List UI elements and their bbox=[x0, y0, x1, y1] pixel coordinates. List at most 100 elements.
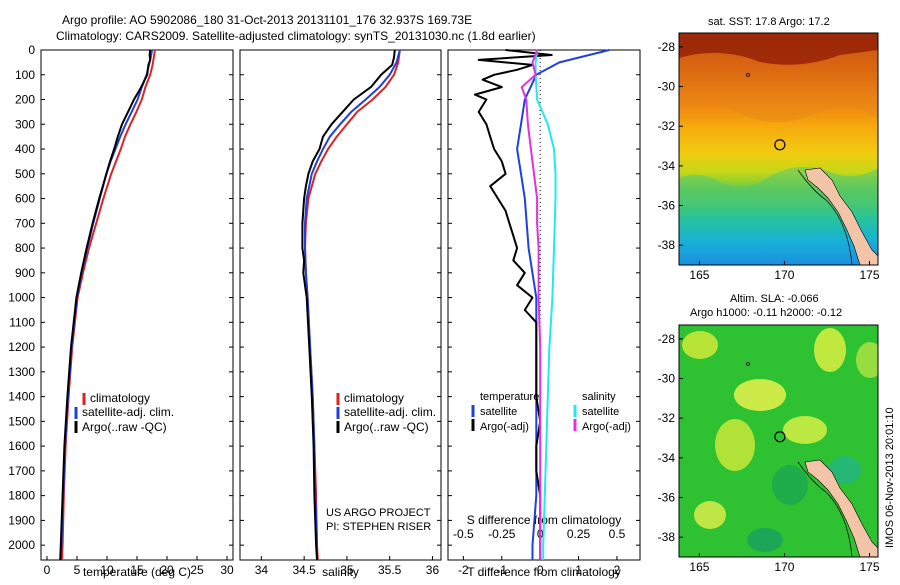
sst-map-panel: sat. SST: 17.8 Argo: 17.2 bbox=[678, 16, 879, 266]
x-tick-label: 0 bbox=[44, 563, 51, 577]
x-axis-label: salinity bbox=[322, 565, 359, 579]
map-y-tick-label: -34 bbox=[658, 159, 676, 173]
pi-annotation: PI: STEPHEN RISER bbox=[326, 521, 431, 533]
y-tick-label: 100 bbox=[15, 68, 35, 82]
x-tick-label: 25 bbox=[190, 563, 204, 577]
map-x-tick-label: 165 bbox=[689, 268, 709, 282]
series-line-argo bbox=[301, 49, 396, 561]
map-y-tick-label: -38 bbox=[658, 238, 676, 252]
series-line-argo bbox=[59, 49, 152, 561]
temperature-panel: 0 5 10 15 20 25 300100200300400500600700800900… bbox=[8, 43, 234, 579]
legend-label-argo: Argo(..raw -QC) bbox=[82, 420, 167, 434]
x-tick-label: 0 bbox=[537, 563, 544, 577]
temperature-legend: climatology satellite-adj. clim. Argo(..… bbox=[74, 391, 174, 434]
legend-title-salinity: salinity bbox=[582, 391, 616, 403]
y-tick-label: 1100 bbox=[9, 315, 35, 329]
y-tick-label: 1600 bbox=[8, 439, 35, 453]
x-tick-label: 1 bbox=[575, 563, 582, 577]
y-tick-label: 1000 bbox=[8, 291, 35, 305]
legend-label-t-argo: Argo(-adj) bbox=[480, 421, 529, 433]
sla-map-frame bbox=[678, 324, 879, 558]
y-tick-label: 900 bbox=[15, 266, 35, 280]
y-tick-label: 1500 bbox=[8, 414, 35, 428]
x-tick-label: 34 bbox=[255, 563, 269, 577]
map-y-tick-label: -36 bbox=[658, 199, 676, 213]
x-tick-label: -1 bbox=[496, 563, 507, 577]
y-tick-label: 500 bbox=[15, 167, 35, 181]
x-tick-label: 5 bbox=[74, 563, 81, 577]
salinity-panel: 34 34.5 35 35.5 36 salinity bbox=[239, 49, 442, 579]
x-tick-label: 15 bbox=[130, 563, 144, 577]
x-tick-label: 35.5 bbox=[378, 563, 402, 577]
x-tick-label: -2 bbox=[458, 563, 469, 577]
map-y-tick-label: -30 bbox=[658, 80, 676, 94]
figure-title-line2: Climatology: CARS2009. Satellite-adjuste… bbox=[56, 29, 536, 43]
plot-frame bbox=[239, 49, 442, 561]
map-y-tick-label: -34 bbox=[658, 451, 676, 465]
legend-label-t-satellite: satellite bbox=[480, 406, 517, 418]
figure-title-line1: Argo profile: AO 5902086_180 31-Oct-2013… bbox=[62, 13, 472, 27]
legend-label-climatology: climatology bbox=[90, 391, 150, 405]
y-tick-label: 1900 bbox=[8, 513, 35, 527]
x-tick-label: 20 bbox=[160, 563, 174, 577]
map-x-tick-label: 165 bbox=[689, 560, 709, 574]
salinity-tick-label: 0.5 bbox=[609, 527, 626, 541]
map-y-tick-label: -32 bbox=[658, 411, 676, 425]
sla-map-title-line2: Argo h1000: -0.11 h2000: -0.12 bbox=[690, 307, 842, 319]
y-tick-label: 2000 bbox=[8, 538, 35, 552]
salinity-tick-label: 0.25 bbox=[567, 527, 591, 541]
difference-legend: temperature salinity satellite Argo(-adj… bbox=[471, 391, 631, 433]
legend-label-s-argo: Argo(-adj) bbox=[582, 421, 631, 433]
x-tick-label: 36 bbox=[426, 563, 440, 577]
map-y-tick-label: -38 bbox=[658, 530, 676, 544]
series-line-sal_argo bbox=[520, 49, 542, 560]
x-axis-label: T difference from climatology bbox=[467, 565, 621, 579]
legend-label-satellite: satellite-adj. clim. bbox=[344, 405, 436, 419]
sst-map-title: sat. SST: 17.8 Argo: 17.2 bbox=[708, 16, 830, 28]
map-x-tick-label: 170 bbox=[774, 268, 794, 282]
sla-map-panel: Altim. SLA: -0.066 Argo h1000: -0.11 h20… bbox=[678, 293, 879, 558]
map-axes: 165 170 175 -28 -30 -32 -34 -36 -38 165 170 175 -28 -… bbox=[658, 40, 880, 574]
x-tick-label: 35 bbox=[340, 563, 354, 577]
x-tick-label: 10 bbox=[100, 563, 114, 577]
map-y-tick-label: -28 bbox=[658, 332, 676, 346]
y-tick-label: 1800 bbox=[8, 489, 35, 503]
y-tick-label: 1700 bbox=[8, 464, 35, 478]
y-tick-label: 600 bbox=[15, 192, 35, 206]
x-tick-label: 2 bbox=[614, 563, 621, 577]
salinity-tick-label: -0.25 bbox=[488, 527, 516, 541]
imos-timestamp: IMOS 06-Nov-2013 20:01:10 bbox=[884, 407, 896, 548]
legend-title-temperature: temperature bbox=[480, 391, 539, 403]
sst-map-image bbox=[679, 33, 878, 265]
map-y-tick-label: -28 bbox=[658, 40, 676, 54]
map-y-tick-label: -30 bbox=[658, 372, 676, 386]
series-line-sal_satellite bbox=[534, 49, 557, 560]
legend-label-satellite: satellite-adj. clim. bbox=[82, 405, 174, 419]
y-tick-label: 1200 bbox=[8, 340, 35, 354]
map-y-tick-label: -32 bbox=[658, 119, 676, 133]
y-tick-label: 700 bbox=[15, 216, 35, 230]
map-x-tick-label: 175 bbox=[859, 560, 879, 574]
sst-map-frame bbox=[678, 32, 879, 266]
plot-frame bbox=[447, 49, 641, 561]
map-x-tick-label: 170 bbox=[774, 560, 794, 574]
float-position-marker bbox=[774, 139, 786, 151]
map-y-tick-label: -36 bbox=[658, 491, 676, 505]
salinity-tick-label: -0.5 bbox=[453, 527, 474, 541]
y-tick-label: 200 bbox=[15, 93, 35, 107]
y-tick-label: 400 bbox=[15, 142, 35, 156]
legend-label-argo: Argo(..raw -QC) bbox=[344, 420, 429, 434]
legend-label-s-satellite: satellite bbox=[582, 406, 619, 418]
plot-frame bbox=[40, 49, 234, 561]
x-axis-label: temperature (deg C) bbox=[83, 565, 191, 579]
map-x-tick-label: 175 bbox=[859, 268, 879, 282]
x-tick-label: 30 bbox=[220, 563, 234, 577]
y-tick-label: 800 bbox=[15, 241, 35, 255]
y-tick-label: 1300 bbox=[8, 365, 35, 379]
sla-map-title-line1: Altim. SLA: -0.066 bbox=[730, 293, 819, 305]
legend-label-climatology: climatology bbox=[344, 391, 404, 405]
y-tick-label: 0 bbox=[28, 43, 35, 57]
